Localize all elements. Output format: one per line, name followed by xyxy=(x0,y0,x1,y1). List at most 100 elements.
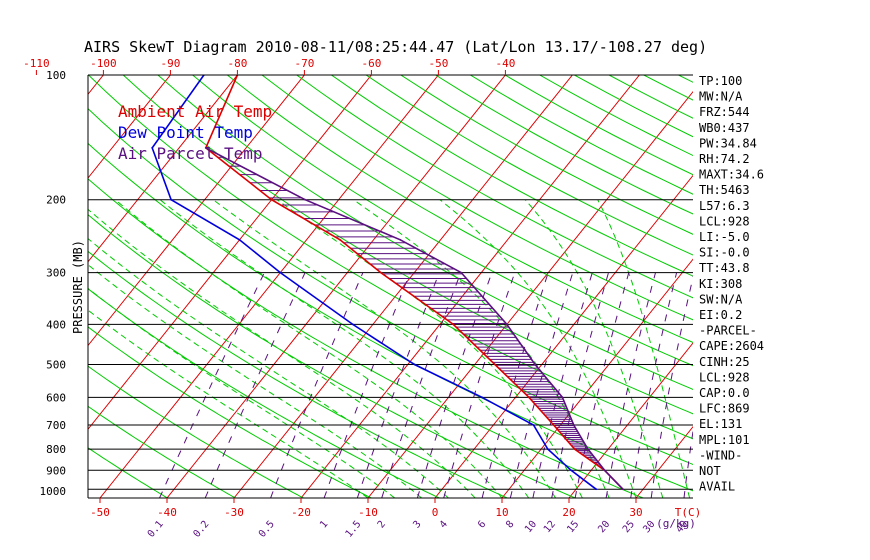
data-point xyxy=(494,363,496,366)
mixing-ratio-label: 1.5 xyxy=(344,519,364,540)
data-point xyxy=(534,363,536,366)
mixing-ratio-label: 6 xyxy=(476,519,488,531)
data-point xyxy=(481,396,483,399)
data-point xyxy=(204,147,207,149)
top-temp-tick-label: -110 xyxy=(23,57,50,70)
dry-adiabat-line xyxy=(88,75,693,440)
stat-line: TT:43.8 xyxy=(699,261,750,275)
mixing-ratio-line xyxy=(270,272,364,498)
dry-adiabat-line xyxy=(400,75,693,235)
mixing-ratio-line xyxy=(605,272,656,498)
moist-adiabat-line xyxy=(597,199,691,498)
dry-adiabat-line xyxy=(331,75,693,277)
bottom-temp-tick-label: 20 xyxy=(562,506,575,519)
bottom-temp-tick-label: -40 xyxy=(157,506,177,519)
stat-line: NOT xyxy=(699,464,721,478)
isotherm-line xyxy=(434,174,693,498)
dew-point-temp-line xyxy=(151,75,597,490)
mixing-ratio-line xyxy=(481,272,549,498)
stat-line: AVAIL xyxy=(699,480,735,494)
moist-adiabat-line xyxy=(524,199,664,498)
moist-adiabat-line xyxy=(88,237,449,498)
data-point xyxy=(546,448,549,450)
stat-line: -WIND- xyxy=(699,448,742,462)
mixing-ratio-label: 8 xyxy=(504,519,516,531)
pressure-tick-label: 300 xyxy=(46,267,66,280)
data-point xyxy=(379,271,382,274)
plot-frame xyxy=(87,74,693,499)
data-point xyxy=(270,198,273,201)
top-temp-tick-label: -50 xyxy=(428,57,448,70)
ambient-air-temp-line xyxy=(204,75,624,490)
dry-adiabat-line xyxy=(88,214,576,498)
mixing-ratio-label: 15 xyxy=(565,519,581,535)
dry-adiabat-line xyxy=(88,288,440,498)
isotherm-line xyxy=(166,75,506,498)
stat-line: WB0:437 xyxy=(699,121,750,135)
mixing-ratio-line xyxy=(509,272,574,498)
data-point xyxy=(587,448,589,450)
data-point xyxy=(413,363,416,366)
mixing-ratio-label: 1 xyxy=(318,519,330,531)
dry-adiabat-line xyxy=(88,365,304,498)
stat-line: -PARCEL- xyxy=(699,324,757,338)
top-temp-tick-label: -100 xyxy=(90,57,117,70)
dry-adiabat-line xyxy=(88,405,236,498)
mixing-ratio-label: 3 xyxy=(411,519,423,531)
background-lines xyxy=(88,75,870,498)
dry-adiabat-line xyxy=(470,75,693,195)
dry-adiabat-line xyxy=(88,447,168,498)
data-point xyxy=(528,396,530,399)
moist-adiabat-line xyxy=(88,287,396,498)
mixing-ratio-label: 30 xyxy=(641,519,657,535)
bottom-temp-tick-label: -10 xyxy=(358,506,378,519)
mixing-ratio-label: 25 xyxy=(621,519,637,535)
mixing-ratio-label: 2 xyxy=(376,519,388,531)
dry-adiabat-line xyxy=(852,75,870,498)
series-lines xyxy=(151,75,624,491)
isotherm-line xyxy=(88,75,238,263)
data-point xyxy=(603,469,606,472)
stat-line: LCL:928 xyxy=(699,370,750,384)
stat-line: MPL:101 xyxy=(699,433,750,447)
stat-line: MAXT:34.6 xyxy=(699,168,764,182)
dry-adiabat-line xyxy=(88,178,644,498)
isotherm-line xyxy=(233,75,573,498)
stat-line: MW:N/A xyxy=(699,90,743,104)
top-temp-tick-label: -80 xyxy=(227,57,247,70)
stat-line: PW:34.84 xyxy=(699,136,757,150)
dry-adiabat-line xyxy=(122,75,693,415)
data-point xyxy=(304,198,306,201)
dry-adiabat-line xyxy=(643,75,693,101)
mixing-ratio-label: 20 xyxy=(596,519,612,535)
top-temp-tick-label: -60 xyxy=(361,57,381,70)
stat-line: LI:-5.0 xyxy=(699,230,750,244)
bottom-temp-tick-label: -30 xyxy=(224,506,244,519)
isotherm-line xyxy=(568,342,693,498)
stat-line: KI:308 xyxy=(699,277,742,291)
data-point xyxy=(573,448,576,450)
isotherm-line xyxy=(837,75,870,498)
mixing-ratio-label: 0.1 xyxy=(146,519,166,540)
data-point xyxy=(339,238,341,241)
bottom-temp-tick-label: 30 xyxy=(629,506,642,519)
mixing-ratio-line xyxy=(204,272,306,498)
moist-adiabat-line xyxy=(88,309,369,498)
stat-line: LCL:928 xyxy=(699,214,750,228)
mixing-ratio-label: 0.2 xyxy=(191,519,211,540)
stat-line: TP:100 xyxy=(699,74,742,88)
bottom-temp-tick-label: 0 xyxy=(432,506,439,519)
moist-adiabat-line xyxy=(88,264,422,498)
data-point xyxy=(170,198,173,201)
dry-adiabat-line xyxy=(296,75,693,299)
dry-adiabat-line xyxy=(783,75,870,498)
temp-unit-label: T(C) xyxy=(675,506,702,519)
moist-adiabat-line xyxy=(439,199,637,498)
isotherm-line xyxy=(88,75,171,179)
bottom-temp-tick-label: -20 xyxy=(291,506,311,519)
pressure-tick-label: 1000 xyxy=(40,485,67,498)
pressure-tick-label: 200 xyxy=(46,194,66,207)
isotherm-line xyxy=(501,258,693,498)
pressure-tick-label: 600 xyxy=(46,391,66,404)
